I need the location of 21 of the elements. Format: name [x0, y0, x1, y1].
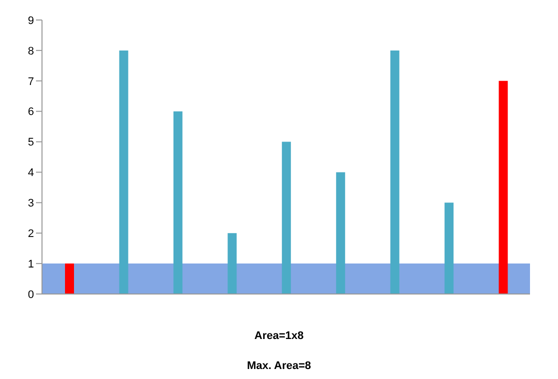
bar: [119, 50, 128, 294]
bar: [336, 172, 346, 294]
y-tick-label: 7: [28, 76, 34, 88]
y-tick-label: 5: [28, 136, 34, 149]
bar: [228, 233, 237, 294]
y-tick-label: 0: [28, 288, 34, 301]
bar: [498, 80, 508, 294]
y-tick-label: 8: [28, 45, 34, 58]
bar: [173, 111, 182, 294]
text: Area=1x8: [253, 330, 305, 342]
y-tick-label: 9: [28, 14, 34, 27]
bar: [390, 50, 400, 294]
bar: [65, 264, 74, 294]
y-tick-label: 1: [28, 258, 34, 270]
y-tick-label: 6: [28, 106, 34, 118]
y-tick-label: 4: [28, 167, 34, 180]
bar: [282, 142, 291, 294]
y-tick-label: 3: [28, 198, 34, 210]
bar: [444, 202, 454, 294]
y-tick-label: 2: [28, 228, 34, 240]
text: Max. Area=8: [246, 360, 312, 372]
